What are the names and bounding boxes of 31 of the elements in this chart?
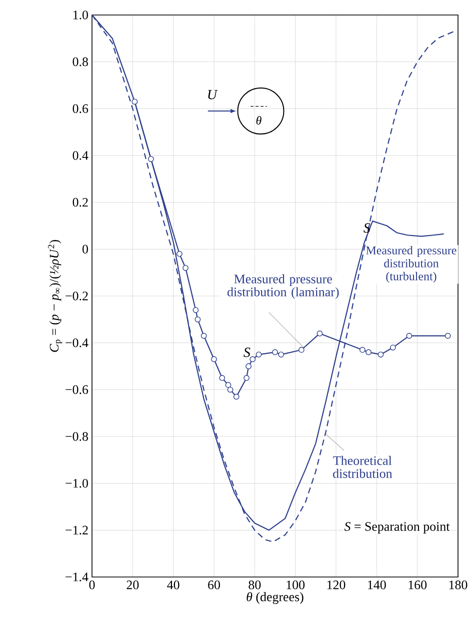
x-tick-label: 20 [126, 580, 139, 590]
y-tick-label: −1.2 [66, 526, 88, 535]
x-tick-label: 80 [248, 580, 261, 590]
y-tick-label: −0.4 [66, 338, 88, 348]
x-tick-label: 40 [167, 580, 180, 590]
y-tick-label: −0.8 [66, 432, 88, 441]
annotation: θ [256, 116, 262, 125]
x-tick-label: 0 [89, 580, 95, 590]
annotation: U [208, 90, 218, 100]
x-tick-label: 120 [327, 580, 346, 590]
annotation: S = Separation point [344, 522, 450, 534]
series-label: Theoretical distribution [333, 456, 392, 478]
x-tick-label: 180 [449, 580, 468, 590]
y-tick-label: 0.2 [72, 198, 88, 207]
x-tick-label: 160 [408, 580, 427, 590]
y-tick-label: −0.2 [66, 292, 88, 300]
x-tick-label: 140 [368, 580, 386, 590]
x-tick-label: 100 [286, 580, 305, 590]
x-axis-title: θ (degrees) [246, 592, 304, 604]
annotation: S [244, 348, 250, 358]
y-tick-label: −0.6 [66, 385, 88, 394]
series-label: Measured pressure distribution (turbulent) [366, 246, 456, 283]
y-tick-label: 0.4 [72, 151, 88, 160]
y-tick-label: −1.0 [66, 478, 88, 488]
y-tick-label: 0 [82, 244, 88, 254]
x-tick-label: 60 [208, 580, 220, 590]
y-tick-label: 1.0 [73, 10, 88, 20]
y-tick-label: 0.8 [72, 57, 88, 66]
y-tick-label: −1.4 [66, 572, 88, 582]
y-tick-label: 0.6 [72, 104, 88, 114]
text: Measured pressure distribution (laminar) [227, 274, 339, 299]
